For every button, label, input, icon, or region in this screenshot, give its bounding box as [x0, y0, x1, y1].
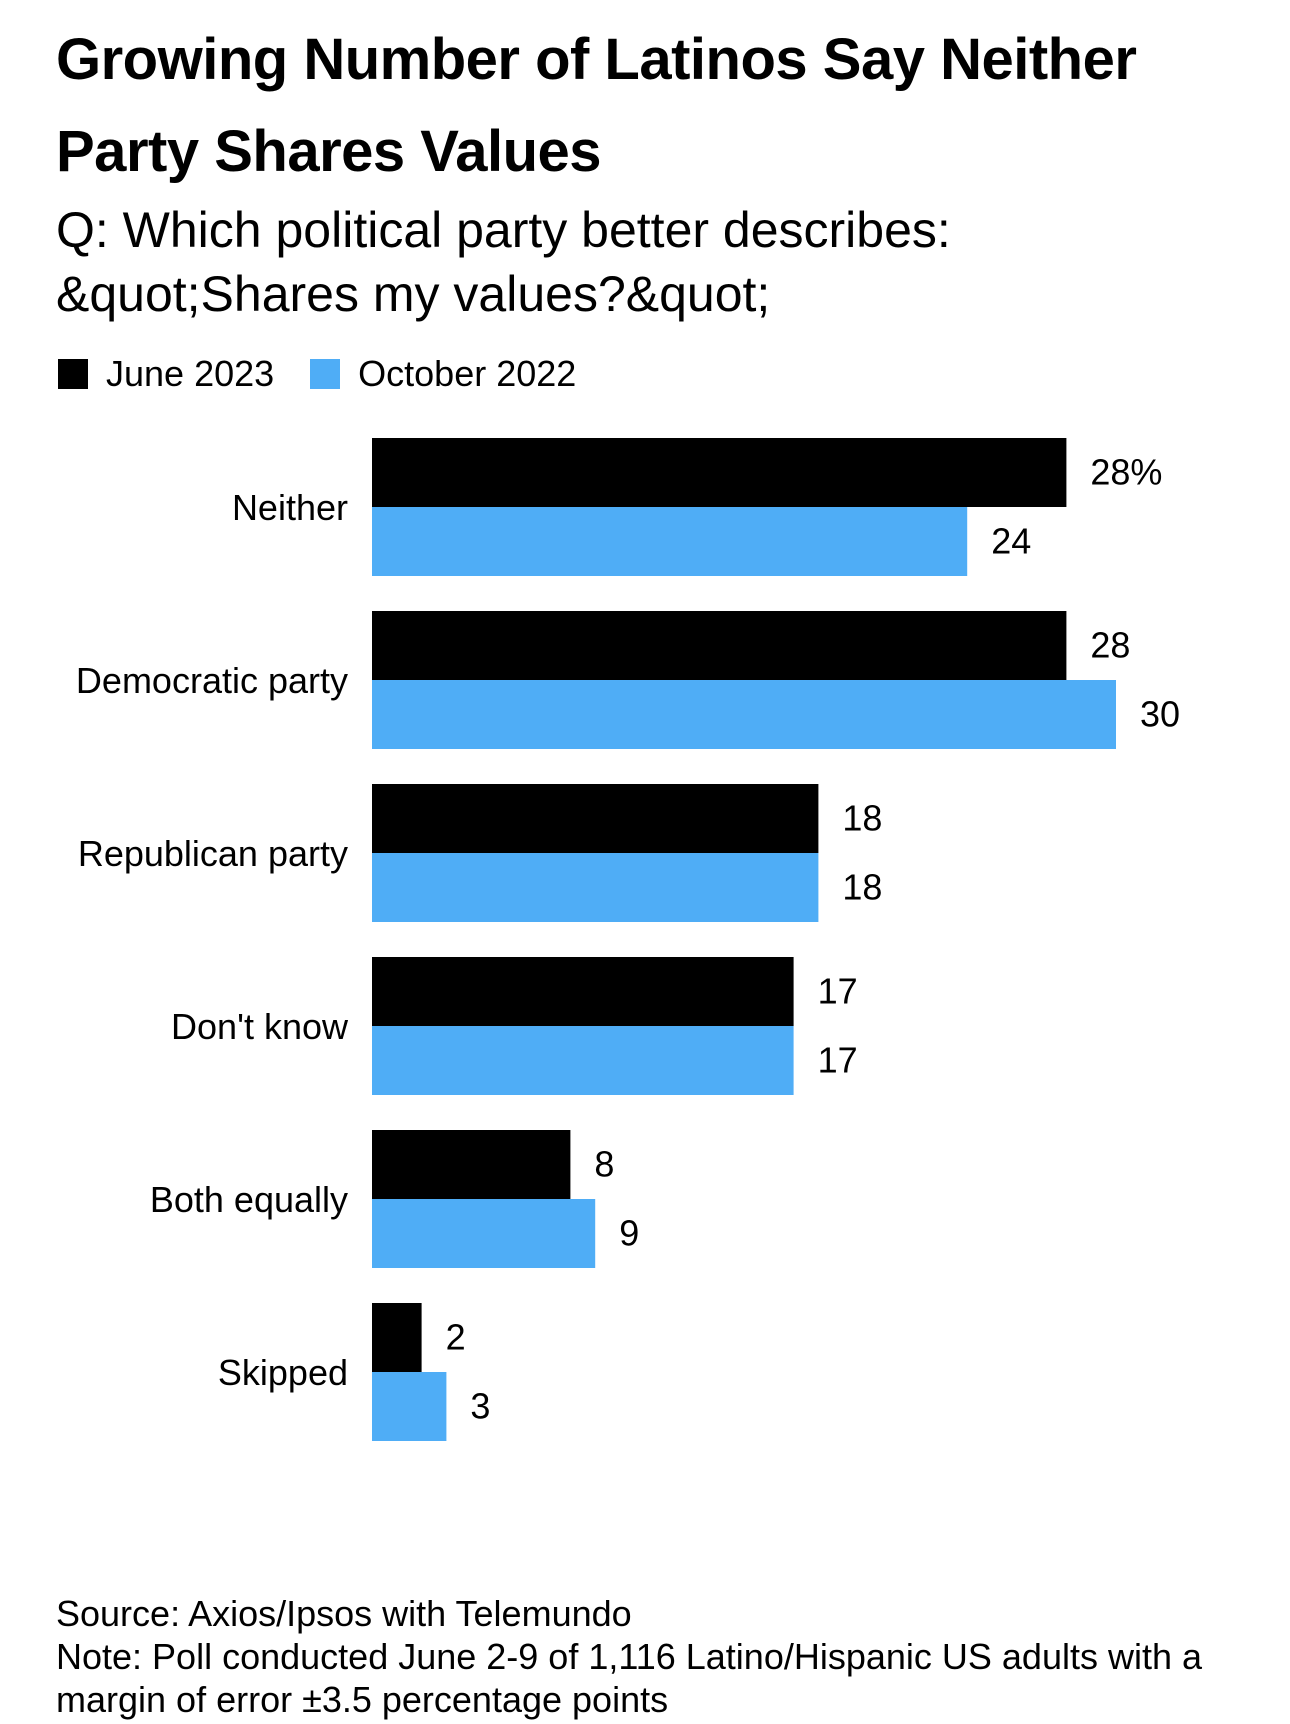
data-label-democratic-party-october-2022: 30 — [1140, 694, 1180, 735]
bar-skipped-june-2023 — [372, 1303, 422, 1372]
bar-both-equally-october-2022 — [372, 1199, 596, 1268]
legend-label-october-2022: October 2022 — [358, 353, 577, 394]
data-label-don-t-know-june-2023: 17 — [818, 971, 858, 1012]
legend-item-october-2022: October 2022 — [310, 352, 576, 396]
data-label-both-equally-october-2022: 9 — [619, 1213, 639, 1254]
data-label-skipped-june-2023: 2 — [446, 1317, 466, 1358]
bar-both-equally-june-2023 — [372, 1130, 571, 1199]
methodology-note: Note: Poll conducted June 2-9 of 1,116 L… — [56, 1636, 1203, 1720]
legend-label-june-2023: June 2023 — [106, 353, 275, 394]
source-note: Source: Axios/Ipsos with Telemundo — [56, 1593, 632, 1634]
chart-subtitle: Q: Which political party better describe… — [56, 202, 951, 322]
data-label-skipped-october-2022: 3 — [470, 1386, 490, 1427]
data-label-neither-october-2022: 24 — [991, 521, 1031, 562]
data-label-republican-party-june-2023: 18 — [842, 798, 882, 839]
bar-democratic-party-june-2023 — [372, 611, 1067, 680]
category-label-both-equally: Both equally — [150, 1179, 348, 1220]
chart-title: Growing Number of Latinos Say Neither Pa… — [56, 27, 1137, 184]
bar-skipped-october-2022 — [372, 1372, 447, 1441]
category-label-skipped: Skipped — [218, 1352, 348, 1393]
category-label-neither: Neither — [232, 487, 348, 528]
bar-republican-party-june-2023 — [372, 784, 819, 853]
data-label-democratic-party-june-2023: 28 — [1090, 625, 1130, 666]
bar-republican-party-october-2022 — [372, 853, 819, 922]
data-label-republican-party-october-2022: 18 — [842, 867, 882, 908]
category-label-republican-party: Republican party — [78, 833, 348, 874]
data-label-neither-june-2023: 28% — [1090, 452, 1162, 493]
category-label-don-t-know: Don't know — [171, 1006, 349, 1047]
chart-legend: June 2023 October 2022 — [58, 352, 612, 396]
legend-swatch-june-2023 — [58, 359, 88, 389]
bar-neither-october-2022 — [372, 507, 968, 576]
legend-item-june-2023: June 2023 — [58, 352, 274, 396]
bar-don-t-know-october-2022 — [372, 1026, 794, 1095]
chart-footer: Source: Axios/Ipsos with Telemundo Note:… — [56, 1592, 1256, 1721]
data-label-don-t-know-october-2022: 17 — [818, 1040, 858, 1081]
data-label-both-equally-june-2023: 8 — [594, 1144, 614, 1185]
bar-don-t-know-june-2023 — [372, 957, 794, 1026]
bar-neither-june-2023 — [372, 438, 1067, 507]
bar-democratic-party-october-2022 — [372, 680, 1116, 749]
category-label-democratic-party: Democratic party — [76, 660, 348, 701]
legend-swatch-october-2022 — [310, 359, 341, 389]
